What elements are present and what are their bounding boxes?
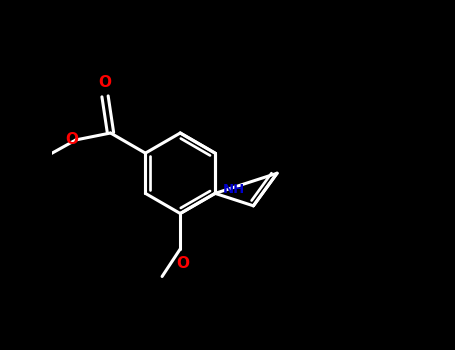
Text: O: O — [177, 256, 190, 271]
Text: NH: NH — [223, 183, 245, 196]
Text: O: O — [99, 75, 111, 90]
Text: O: O — [65, 132, 78, 147]
